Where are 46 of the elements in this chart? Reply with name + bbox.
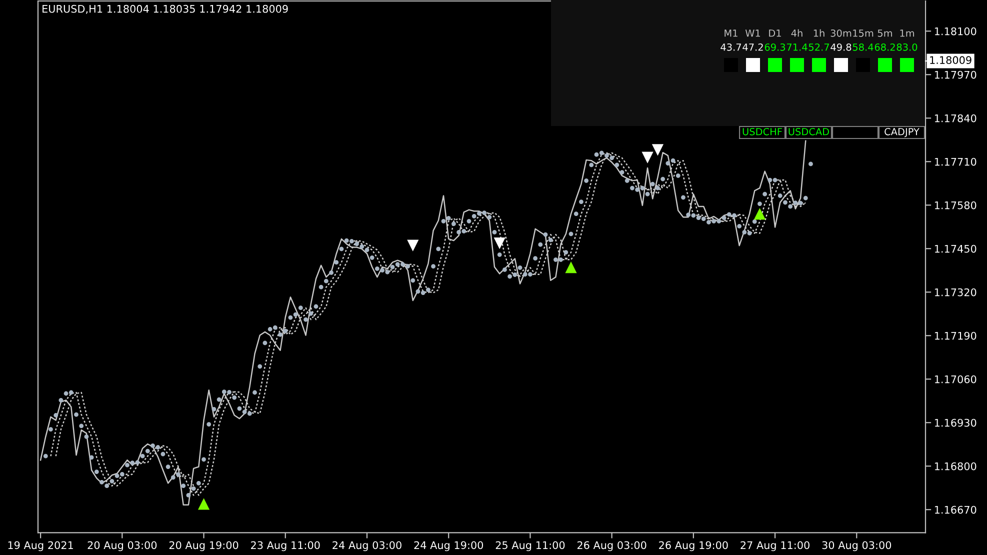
y-tick-label: 1.16670 bbox=[934, 506, 976, 514]
annotation: 68.2 bbox=[874, 43, 895, 51]
x-tick-label: 19 Aug 2021 bbox=[8, 541, 73, 552]
chart-title: EURUSD,H1 1.18004 1.18035 1.17942 1.18009 bbox=[42, 4, 288, 14]
y-tick-label: 1.17970 bbox=[934, 70, 976, 79]
category-label: W1 bbox=[745, 30, 760, 37]
category-label: 30m bbox=[830, 29, 852, 37]
category-label: USDCAD bbox=[788, 128, 830, 136]
category-label: 1h bbox=[814, 29, 824, 37]
x-tick-label: 26 Aug 03:00 bbox=[577, 541, 646, 552]
x-tick-label: 23 Aug 11:00 bbox=[251, 541, 320, 552]
y-tick-label: 1.17840 bbox=[934, 114, 976, 122]
category-label: 4h bbox=[791, 29, 802, 37]
annotation: 43.7 bbox=[720, 43, 741, 51]
y-tick-label: 1.17190 bbox=[934, 332, 976, 340]
y-tick-label: 1.16800 bbox=[934, 462, 976, 470]
y-tick-label: 1.17060 bbox=[934, 375, 976, 384]
category-label: 1m bbox=[900, 30, 914, 37]
annotation: 58.4 bbox=[852, 43, 874, 51]
x-tick-label: 20 Aug 19:00 bbox=[169, 541, 238, 552]
y-tick-label: 1.17710 bbox=[934, 158, 976, 166]
category-label: 5m bbox=[878, 30, 892, 37]
annotation: 69.3 bbox=[764, 43, 786, 51]
text: 1.18009 bbox=[930, 56, 972, 64]
annotation: 52.7 bbox=[808, 43, 829, 51]
category-label: CADJPY bbox=[884, 128, 920, 138]
x-tick-label: 24 Aug 19:00 bbox=[414, 541, 484, 552]
annotation: 83.0 bbox=[896, 43, 918, 51]
annotation: 71.4 bbox=[786, 44, 808, 51]
annotation: 49.8 bbox=[830, 43, 852, 51]
x-tick-label: 30 Aug 03:00 bbox=[822, 541, 892, 552]
annotation: 47.2 bbox=[742, 43, 763, 51]
category-label: M1 bbox=[724, 30, 738, 37]
y-tick-label: 1.17320 bbox=[934, 288, 976, 296]
x-tick-label: 25 Aug 11:00 bbox=[496, 541, 565, 552]
y-tick-label: 1.16930 bbox=[934, 418, 976, 427]
x-tick-label: 26 Aug 19:00 bbox=[659, 541, 728, 552]
category-label: USDCHF bbox=[742, 128, 782, 136]
y-tick-label: 1.17450 bbox=[934, 244, 976, 253]
category-label: 15m bbox=[853, 30, 874, 37]
category-label: D1 bbox=[769, 30, 781, 37]
x-tick-label: 24 Aug 03:00 bbox=[332, 541, 402, 552]
y-tick-label: 1.17580 bbox=[934, 201, 976, 210]
x-tick-label: 27 Aug 11:00 bbox=[740, 541, 810, 552]
x-tick-label: 20 Aug 03:00 bbox=[88, 541, 157, 552]
y-tick-label: 1.18100 bbox=[934, 27, 976, 36]
